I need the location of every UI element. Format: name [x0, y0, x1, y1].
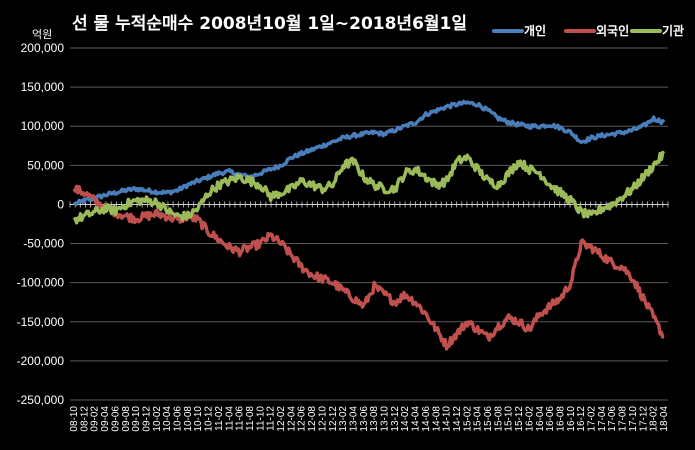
series-line-개인	[72, 99, 666, 206]
x-tick-label: 18-02	[649, 406, 660, 432]
y-tick-label: 200,000	[21, 41, 65, 55]
x-tick-label: 15-04	[473, 406, 484, 432]
x-tick-label: 09-02	[90, 406, 101, 432]
series-lines	[72, 99, 666, 351]
x-tick-label: 12-02	[276, 406, 287, 432]
x-tick-label: 13-10	[380, 406, 391, 432]
x-tick-label: 10-08	[183, 406, 194, 432]
x-tick-label: 12-06	[297, 406, 308, 432]
x-tick-label: 12-12	[328, 406, 339, 432]
x-tick-label: 09-08	[121, 406, 132, 432]
y-tick-label: -150,000	[17, 315, 65, 329]
x-tick-label: 13-06	[359, 406, 370, 432]
x-tick-label: 12-08	[307, 406, 318, 432]
x-tick-label: 16-02	[524, 406, 535, 432]
y-tick-label: -200,000	[17, 354, 65, 368]
x-tick-label: 09-12	[141, 406, 152, 432]
x-tick-label: 17-08	[618, 406, 629, 432]
x-tick-label: 09-10	[131, 406, 142, 432]
x-tick-label: 11-08	[245, 406, 256, 431]
y-tick-labels: -250,000 -200,000 -150,000 -100,000 -50,000 0…	[17, 41, 65, 407]
x-tick-label: 14-06	[421, 406, 432, 432]
series-line-기관	[72, 150, 666, 225]
y-tick-label: 100,000	[21, 119, 65, 133]
x-tick-label: 14-12	[452, 406, 463, 432]
x-tick-label: 15-12	[514, 406, 525, 432]
x-tick-label: 08-10	[69, 406, 80, 432]
x-tick-label: 13-02	[338, 406, 349, 432]
legend-label: 기관	[662, 23, 684, 38]
y-tick-label: 50,000	[27, 158, 64, 172]
x-tick-label: 16-06	[545, 406, 556, 432]
x-tick-label: 09-04	[100, 406, 111, 432]
x-tick-label: 14-08	[431, 406, 442, 432]
y-unit-label: 억원	[32, 28, 52, 41]
x-tick-label: 15-08	[493, 406, 504, 432]
x-tick-label: 10-04	[162, 406, 173, 432]
x-tick-label: 13-08	[369, 406, 380, 432]
x-tick-label: 17-06	[607, 406, 618, 432]
gridlines	[70, 47, 668, 401]
y-tick-label: -100,000	[17, 276, 65, 290]
x-tick-label: 13-04	[348, 406, 359, 432]
x-tick-label: 14-04	[411, 406, 422, 432]
x-tick-label: 16-12	[576, 406, 587, 432]
chart-title: 선 물 누적순매수 2008년10월 1일~2018년6월1일	[72, 14, 467, 34]
x-tick-label: 10-10	[193, 406, 204, 432]
x-tick-label: 11-10	[255, 406, 266, 431]
y-tick-label: -250,000	[17, 393, 65, 407]
x-tick-label: 15-10	[504, 406, 515, 432]
legend-label: 개인	[524, 23, 546, 38]
y-tick-label: 0	[57, 197, 64, 211]
x-tick-label: 11-04	[224, 406, 235, 431]
x-tick-label: 13-12	[390, 406, 401, 432]
x-tick-label: 16-10	[566, 406, 577, 432]
x-tick-label: 16-08	[555, 406, 566, 432]
x-tick-label: 18-04	[659, 406, 670, 432]
x-tick-label: 10-02	[152, 406, 163, 432]
y-tick-label: -50,000	[23, 237, 64, 251]
x-tick-label: 11-02	[214, 406, 225, 431]
x-tick-label: 12-10	[317, 406, 328, 432]
x-tick-label: 16-04	[535, 406, 546, 432]
x-tick-label: 17-04	[597, 406, 608, 432]
x-tick-label: 15-06	[483, 406, 494, 432]
x-tick-label: 10-06	[173, 406, 184, 432]
y-tick-label: 150,000	[21, 80, 65, 94]
x-tick-label: 08-12	[79, 406, 90, 432]
x-tick-label: 10-12	[204, 406, 215, 432]
x-tick-labels: 08-10 08-12 09-02 09-04 09-06 09-08 09-10 09-12…	[69, 406, 670, 432]
x-tick-label: 11-06	[235, 406, 246, 431]
legend: 개인 외국인 기관	[492, 23, 684, 38]
x-tick-label: 17-12	[638, 406, 649, 432]
legend-label: 외국인	[596, 23, 629, 38]
x-tick-label: 09-06	[110, 406, 121, 432]
x-tick-label: 17-10	[628, 406, 639, 432]
series-line-외국인	[72, 184, 665, 351]
x-tick-label: 12-04	[286, 406, 297, 432]
x-axis	[69, 201, 669, 208]
x-tick-label: 14-10	[442, 406, 453, 432]
x-tick-label: 15-02	[462, 406, 473, 432]
x-tick-label: 11-12	[266, 406, 277, 431]
x-tick-label: 17-02	[587, 406, 598, 432]
x-tick-label: 14-02	[400, 406, 411, 432]
